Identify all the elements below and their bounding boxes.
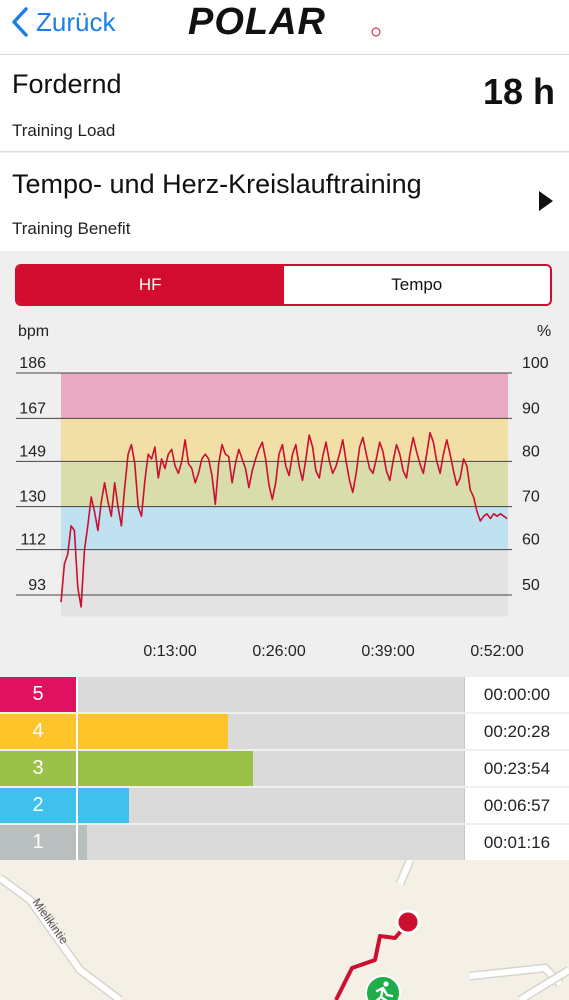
runner-icon — [375, 981, 394, 1000]
zone-time: 00:06:57 — [465, 788, 569, 823]
zone-divider — [76, 714, 78, 749]
y-right-tick-label: 80 — [522, 443, 540, 460]
back-button[interactable]: Zurück — [10, 2, 115, 42]
x-tick-label: 0:39:00 — [361, 643, 414, 660]
zone-time: 00:20:28 — [465, 714, 569, 749]
y-axis-right-label: % — [537, 323, 551, 340]
zone-number: 4 — [0, 714, 76, 749]
heart-rate-chart: bpm % 186 167 149 130 112 93 100 90 80 70 60 50 0:… — [16, 323, 551, 660]
zone-divider — [76, 751, 78, 786]
y-right-tick-label: 90 — [522, 400, 540, 417]
training-load-value: 18 h — [482, 71, 555, 112]
zone-row: 3 00:23:54 — [0, 751, 569, 786]
zone-number: 5 — [0, 677, 76, 712]
y-left-tick-label: 112 — [20, 532, 46, 549]
y-right-tick-label: 60 — [522, 532, 540, 549]
zone-row: 5 00:00:00 — [0, 677, 569, 712]
route-map[interactable]: Mielikintie — [0, 860, 569, 1000]
zone-time: 00:23:54 — [465, 751, 569, 786]
training-load-title: Fordernd — [12, 69, 122, 99]
y-right-ticks: 100 90 80 70 60 50 — [522, 355, 549, 594]
chart-mode-segment: HF Tempo — [15, 264, 552, 306]
zone-number: 3 — [0, 751, 76, 786]
zone-row: 2 00:06:57 — [0, 788, 569, 823]
zone-divider — [76, 825, 78, 860]
y-left-tick-label: 167 — [19, 400, 46, 417]
y-left-ticks: 186 167 149 130 112 93 — [19, 355, 46, 594]
y-left-tick-label: 93 — [28, 577, 46, 594]
y-axis-left-label: bpm — [18, 323, 49, 340]
y-right-tick-label: 50 — [522, 577, 540, 594]
y-left-tick-label: 130 — [19, 489, 46, 506]
training-benefit-label: Training Benefit — [12, 219, 131, 238]
zone-separator — [464, 751, 465, 786]
y-right-tick-label: 70 — [522, 489, 540, 506]
zone-band — [61, 373, 508, 419]
zone-row: 1 00:01:16 — [0, 825, 569, 860]
zone-bar — [78, 751, 253, 786]
heart-rate-line — [60, 431, 508, 608]
y-left-tick-label: 186 — [19, 355, 46, 372]
top-bar: Zurück POLAR — [0, 0, 569, 55]
zone-bar — [78, 788, 129, 823]
zone-bands — [61, 373, 508, 617]
zone-bar — [78, 714, 228, 749]
chevron-left-icon — [12, 7, 28, 37]
training-benefit-title: Tempo- und Herz-Kreislauftraining — [12, 169, 422, 199]
zone-separator — [464, 677, 465, 712]
back-label: Zurück — [36, 7, 116, 37]
zone-divider — [76, 677, 78, 712]
zone-separator — [464, 788, 465, 823]
training-load-row: Fordernd Training Load 18 h — [0, 55, 569, 152]
x-tick-label: 0:13:00 — [143, 643, 196, 660]
polar-logo: POLAR — [188, 1, 381, 42]
training-benefit-row[interactable]: Tempo- und Herz-Kreislauftraining Traini… — [0, 153, 569, 251]
zone-time: 00:00:00 — [465, 677, 569, 712]
zone-number: 1 — [0, 825, 76, 860]
zone-bar — [78, 825, 87, 860]
grid-lines — [16, 372, 512, 596]
disclosure-arrow-icon[interactable] — [539, 191, 553, 211]
zone-band — [61, 506, 508, 550]
zone-row: 4 00:20:28 — [0, 714, 569, 749]
zone-divider — [76, 788, 78, 823]
zone-separator — [464, 714, 465, 749]
zone-band — [61, 549, 508, 617]
training-load-label: Training Load — [12, 121, 116, 140]
x-ticks: 0:13:00 0:26:00 0:39:00 0:52:00 — [143, 643, 524, 660]
zone-number: 2 — [0, 788, 76, 823]
route-end-marker[interactable] — [395, 909, 421, 935]
y-left-tick-label: 149 — [19, 443, 46, 460]
x-tick-label: 0:26:00 — [252, 643, 305, 660]
zone-separator — [464, 825, 465, 860]
brand-logo-text: POLAR — [188, 1, 326, 42]
tab-tempo[interactable]: Tempo — [283, 266, 550, 304]
x-tick-label: 0:52:00 — [470, 643, 523, 660]
y-right-tick-label: 100 — [522, 355, 549, 372]
zone-time: 00:01:16 — [465, 825, 569, 860]
tab-hf[interactable]: HF — [17, 266, 284, 304]
